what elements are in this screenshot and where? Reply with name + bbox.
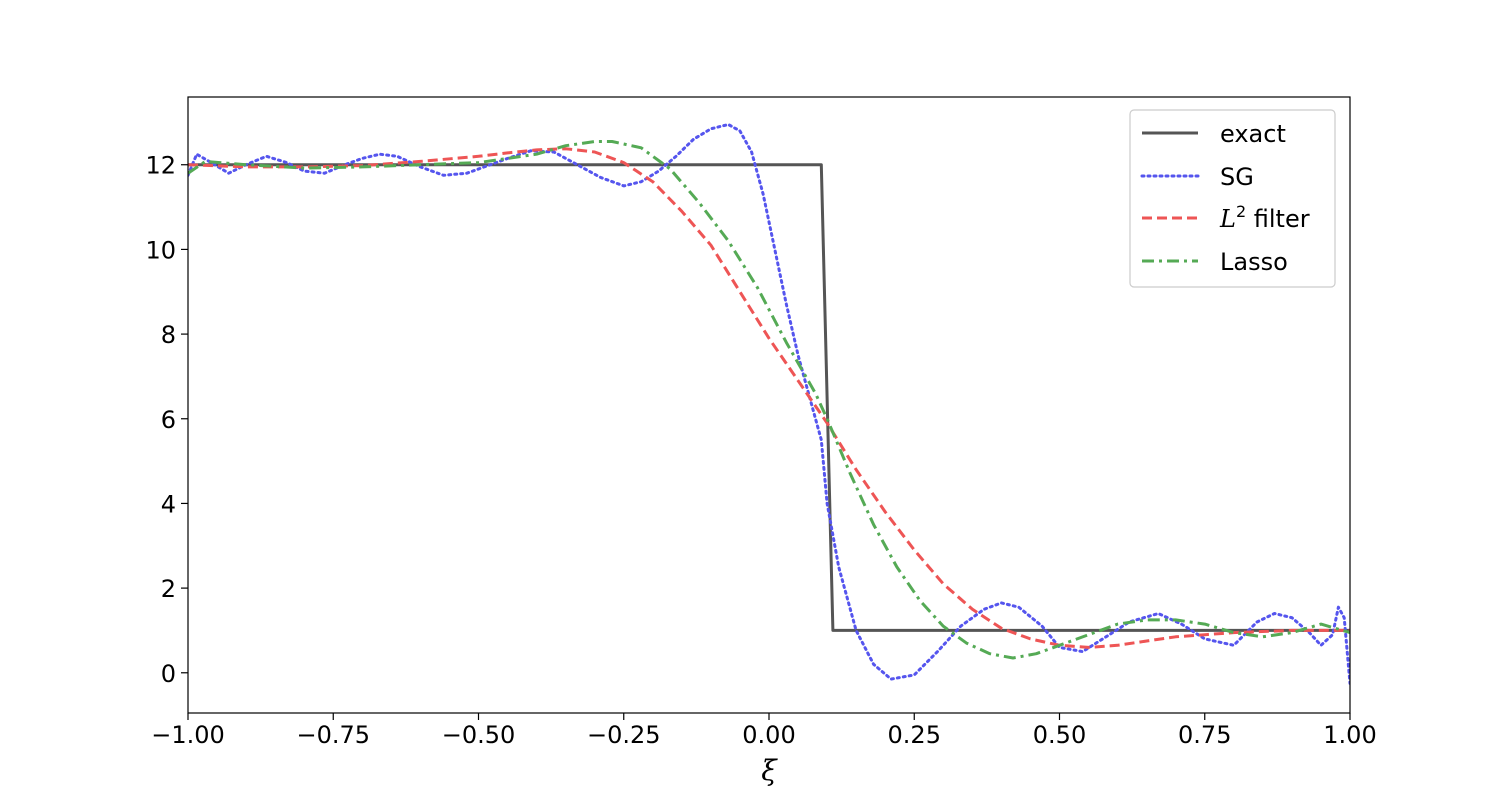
legend-label-l2-main: L [1219, 205, 1236, 233]
legend-box [1129, 109, 1336, 288]
y-tick-label: 0 [161, 660, 176, 688]
legend-label-l2-filter: L2 filter [1219, 202, 1310, 233]
y-tick-label: 10 [145, 236, 176, 264]
series-line-exact [188, 163, 1350, 632]
legend-label-l2-rest: filter [1246, 205, 1310, 233]
x-tick-label: −0.75 [296, 721, 370, 749]
x-tick-label: −0.25 [587, 721, 661, 749]
y-tick-label: 12 [145, 152, 176, 180]
ticks-layer: −1.00 −0.75 −0.50 −0.25 0.00 0.25 0.50 0.75 1.00… [145, 152, 1376, 749]
y-tick-label: 2 [161, 575, 176, 603]
y-tick-label: 8 [161, 321, 176, 349]
series-line-sg [188, 123, 1350, 685]
series-layer [188, 123, 1350, 685]
legend-label-l2-sup: 2 [1236, 202, 1246, 221]
legend-label-sg: SG [1220, 163, 1254, 191]
x-tick-label: 0.50 [1033, 721, 1086, 749]
legend: exact SG L2 filter Lasso [1129, 109, 1336, 288]
x-tick-label: 0.75 [1178, 721, 1231, 749]
x-tick-label: −0.50 [442, 721, 516, 749]
series-line-l2-filter [188, 147, 1350, 649]
y-tick-label: 6 [161, 406, 176, 434]
x-axis-label: ξ [761, 754, 778, 787]
x-tick-label: −1.00 [151, 721, 225, 749]
x-tick-label: 0.00 [742, 721, 795, 749]
legend-label-lasso: Lasso [1220, 248, 1288, 276]
series-line-lasso [188, 140, 1350, 660]
x-tick-label: 0.25 [888, 721, 941, 749]
y-tick-label: 4 [161, 490, 176, 518]
legend-label-exact: exact [1220, 120, 1286, 148]
x-tick-label: 1.00 [1323, 721, 1376, 749]
